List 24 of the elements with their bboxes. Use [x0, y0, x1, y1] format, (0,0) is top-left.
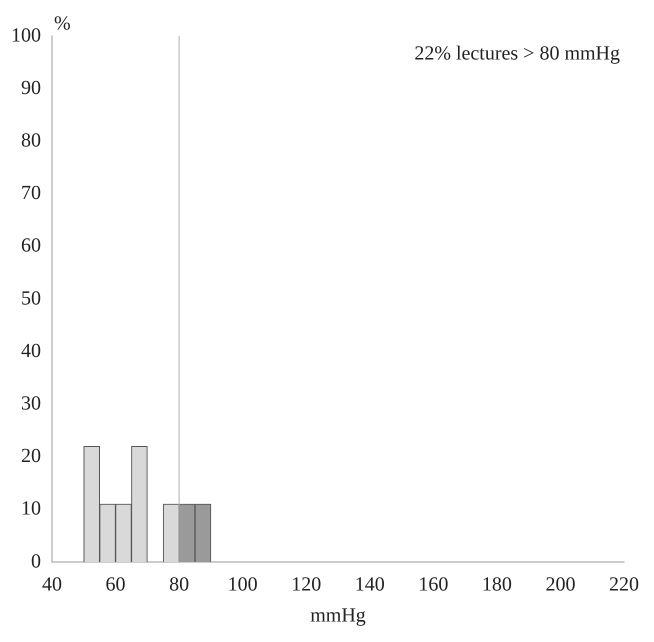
y-tick-label: 10 — [21, 498, 41, 520]
y-tick-label: 100 — [11, 24, 41, 46]
y-tick-label: 70 — [21, 182, 41, 204]
x-tick-label: 200 — [545, 573, 576, 596]
y-tick-label: 50 — [21, 287, 41, 310]
x-tick-label: 180 — [482, 573, 512, 596]
x-tick-label: 140 — [354, 573, 385, 596]
y-tick-label: 90 — [21, 76, 41, 99]
y-tick-label: 30 — [21, 392, 41, 414]
x-tick-label: 100 — [228, 573, 258, 596]
x-tick-label: 220 — [609, 573, 639, 596]
y-axis-title: % — [54, 12, 71, 34]
x-tick-label: 60 — [106, 573, 126, 596]
y-tick-label: 60 — [21, 234, 41, 257]
x-tick-label: 80 — [169, 573, 190, 596]
y-tick-label: 40 — [21, 340, 41, 362]
y-tick-label: 80 — [21, 129, 41, 152]
x-axis-title: mmHg — [310, 604, 366, 626]
x-tick-label: 120 — [291, 573, 322, 596]
y-tick-label: 20 — [21, 445, 41, 468]
y-tick-label: 0 — [31, 550, 41, 572]
annotation: 22% lectures > 80 mmHg — [414, 42, 620, 64]
x-tick-label: 40 — [42, 573, 62, 596]
x-tick-label: 160 — [418, 573, 448, 596]
